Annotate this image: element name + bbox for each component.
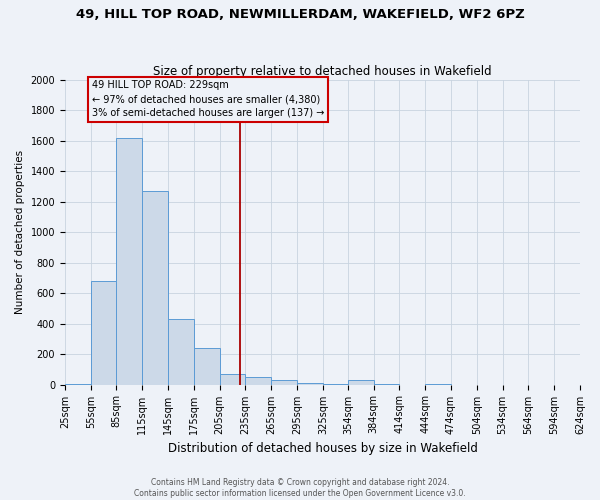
Text: 49 HILL TOP ROAD: 229sqm
← 97% of detached houses are smaller (4,380)
3% of semi: 49 HILL TOP ROAD: 229sqm ← 97% of detach… <box>92 80 324 118</box>
Y-axis label: Number of detached properties: Number of detached properties <box>15 150 25 314</box>
Bar <box>245 377 271 384</box>
Bar <box>194 348 220 385</box>
Text: Contains HM Land Registry data © Crown copyright and database right 2024.
Contai: Contains HM Land Registry data © Crown c… <box>134 478 466 498</box>
Bar <box>168 319 194 384</box>
Bar <box>348 380 374 384</box>
X-axis label: Distribution of detached houses by size in Wakefield: Distribution of detached houses by size … <box>167 442 478 455</box>
Bar <box>220 374 245 384</box>
Bar <box>142 191 168 384</box>
Bar <box>297 383 323 384</box>
Bar <box>91 281 116 384</box>
Title: Size of property relative to detached houses in Wakefield: Size of property relative to detached ho… <box>153 66 492 78</box>
Text: 49, HILL TOP ROAD, NEWMILLERDAM, WAKEFIELD, WF2 6PZ: 49, HILL TOP ROAD, NEWMILLERDAM, WAKEFIE… <box>76 8 524 20</box>
Bar <box>116 138 142 384</box>
Bar <box>271 380 297 384</box>
